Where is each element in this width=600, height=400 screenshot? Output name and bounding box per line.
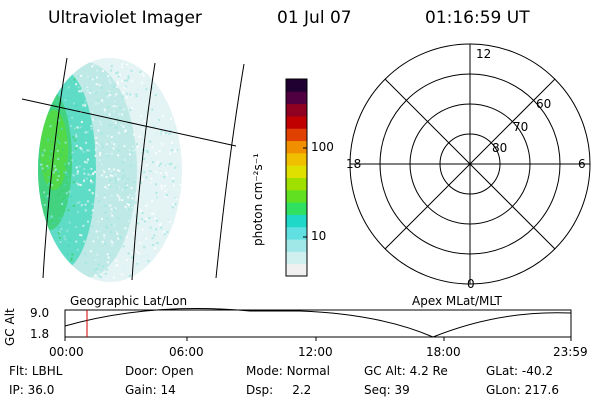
timeline-xtick-2359: 23:59: [553, 345, 588, 359]
mlat-label-80: 80: [492, 141, 508, 155]
info-ip: IP: 36.0: [9, 383, 55, 397]
timeline-xtick-0600: 06:00: [169, 345, 204, 359]
timeline-plot: [64, 308, 572, 341]
geographic-grid: [21, 57, 245, 281]
colorbar-swatch: [286, 140, 307, 154]
info-door: Door: Open: [125, 364, 194, 378]
mlt-label-6: 6: [578, 157, 586, 171]
mlt-label-18: 18: [346, 157, 362, 171]
colorbar-swatch: [286, 202, 307, 215]
mlt-label-0: 0: [467, 277, 475, 291]
info-dsp: Dsp: 2.2: [246, 383, 312, 397]
image-speckle: [40, 63, 182, 279]
colorbar-swatch: [286, 152, 307, 166]
timeline-xtick-0000: 00:00: [49, 345, 84, 359]
info-flt: Flt: LBHL: [9, 364, 63, 378]
colorbar-swatch: [286, 115, 307, 129]
colorbar-swatch: [286, 251, 307, 265]
mlat-label-60: 60: [536, 97, 552, 111]
timeline-ylabel: GC Alt: [3, 308, 17, 346]
colorbar-swatch: [286, 214, 307, 228]
colorbar-tick-100: 100: [311, 140, 334, 154]
geographic-label: Geographic Lat/Lon: [70, 294, 188, 308]
timeline-ytick-9: 9.0: [30, 306, 50, 320]
colorbar-swatch: [286, 165, 307, 178]
colorbar-swatch: [286, 239, 307, 252]
app-title: Ultraviolet Imager: [48, 8, 202, 28]
colorbar-swatch: [286, 103, 307, 117]
info-seq: Seq: 39: [364, 383, 410, 397]
colorbar: [286, 79, 307, 277]
info-mode: Mode: Normal: [246, 364, 330, 378]
colorbar-swatch: [286, 177, 307, 191]
info-glon: GLon: 217.6: [486, 383, 559, 397]
timeline-ytick-1-8: 1.8: [30, 327, 50, 341]
time-label: 01:16:59 UT: [425, 8, 530, 28]
colorbar-swatch: [286, 79, 307, 92]
colorbar-tick-10: 10: [311, 229, 327, 243]
timeline-xtick-1200: 12:00: [298, 345, 333, 359]
mlt-label-12: 12: [476, 47, 492, 61]
colorbar-swatch: [286, 263, 307, 277]
colorbar-swatch: [286, 189, 307, 203]
polar-plot: [349, 43, 591, 285]
apex-label: Apex MLat/MLT: [412, 294, 502, 308]
date-label: 01 Jul 07: [277, 8, 352, 28]
info-gc-alt: GC Alt: 4.2 Re: [364, 364, 448, 378]
colorbar-swatch: [286, 128, 307, 142]
timeline-xtick-1800: 18:00: [426, 345, 461, 359]
info-gain: Gain: 14: [125, 383, 176, 397]
colorbar-units: photon cm⁻²s⁻¹: [251, 153, 265, 246]
info-glat: GLat: -40.2: [486, 364, 553, 378]
mlat-label-70: 70: [513, 120, 529, 134]
colorbar-swatch: [286, 226, 307, 240]
colorbar-swatch: [286, 91, 307, 105]
